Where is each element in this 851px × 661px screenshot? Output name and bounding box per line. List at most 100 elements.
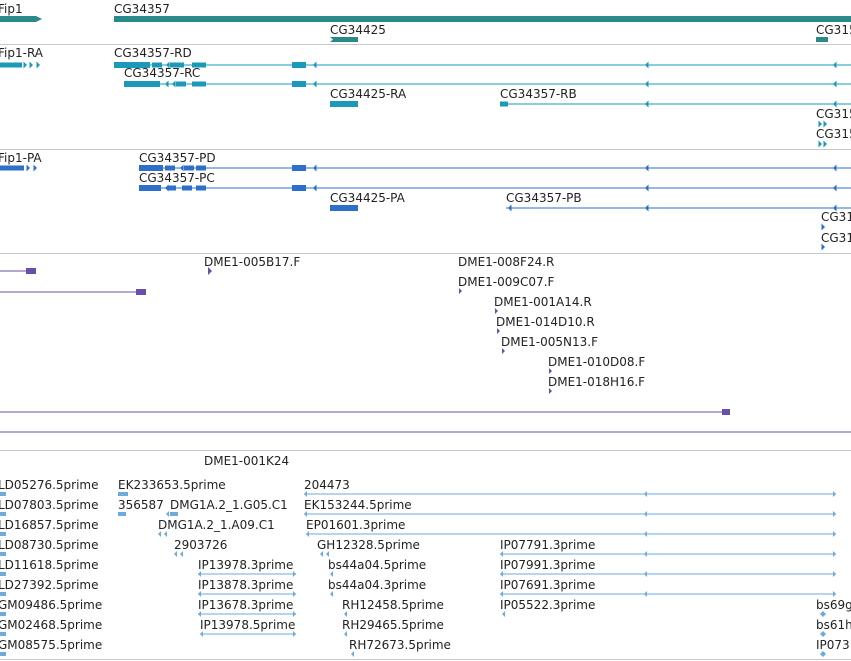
direction-arrow[interactable] — [198, 611, 201, 617]
est-label[interactable]: IP13978.3prime — [198, 558, 294, 572]
exon-block[interactable] — [124, 81, 160, 87]
direction-arrow[interactable] — [818, 140, 823, 148]
direction-arrow[interactable] — [502, 611, 505, 617]
est-block[interactable] — [0, 532, 6, 536]
est-label[interactable]: GH12328.5prime — [317, 538, 420, 552]
direction-arrow[interactable] — [833, 61, 837, 69]
direction-arrow[interactable] — [29, 61, 34, 69]
est-label[interactable]: GM02468.5prime — [0, 618, 103, 632]
est-label[interactable]: RH72673.5prime — [349, 638, 451, 652]
exon-block[interactable] — [0, 62, 22, 68]
est-label[interactable]: bs61h — [816, 618, 851, 632]
direction-arrow[interactable] — [644, 491, 647, 497]
direction-arrow[interactable] — [823, 651, 826, 657]
clone-label[interactable]: DME1-018H16.F — [548, 375, 646, 389]
direction-arrow[interactable] — [198, 591, 201, 597]
direction-arrow[interactable] — [823, 120, 828, 128]
direction-arrow[interactable] — [833, 80, 837, 88]
direction-arrow[interactable] — [198, 571, 201, 577]
direction-arrow[interactable] — [645, 184, 649, 192]
direction-arrow[interactable] — [293, 611, 296, 617]
exon-block[interactable] — [139, 185, 161, 191]
direction-arrow[interactable] — [833, 164, 837, 172]
direction-arrow[interactable] — [495, 308, 498, 314]
direction-arrow[interactable] — [502, 348, 505, 354]
direction-arrow[interactable] — [644, 591, 647, 597]
direction-arrow[interactable] — [26, 164, 31, 172]
direction-arrow[interactable] — [304, 511, 307, 517]
direction-arrow[interactable] — [165, 184, 169, 192]
est-label[interactable]: IP07991.3prime — [500, 558, 596, 572]
direction-arrow[interactable] — [549, 368, 552, 374]
exon-block[interactable] — [196, 185, 206, 191]
transcript-label[interactable]: CG315 — [816, 107, 851, 121]
direction-arrow[interactable] — [23, 61, 28, 69]
est-block[interactable] — [0, 592, 6, 596]
direction-arrow[interactable] — [304, 491, 307, 497]
exon-block[interactable] — [139, 165, 163, 171]
exon-block[interactable] — [292, 81, 306, 87]
exon-block[interactable] — [192, 81, 206, 87]
est-label[interactable]: EP01601.3prime — [306, 518, 406, 532]
est-block[interactable] — [118, 512, 126, 516]
direction-arrow[interactable] — [313, 61, 317, 69]
direction-arrow[interactable] — [351, 651, 354, 657]
exon-block[interactable] — [196, 165, 206, 171]
est-label[interactable]: LD07803.5prime — [0, 498, 99, 512]
est-block[interactable] — [170, 512, 178, 516]
est-label[interactable]: IP073 — [816, 638, 850, 652]
clone-label[interactable]: DME1-001A14.R — [494, 295, 592, 309]
est-label[interactable]: bs69g — [816, 598, 851, 612]
direction-arrow[interactable] — [497, 328, 500, 334]
clone-end[interactable] — [26, 268, 36, 274]
est-label[interactable]: 204473 — [304, 478, 350, 492]
transcript-label[interactable]: CG34357-RC — [124, 66, 201, 80]
est-block[interactable] — [0, 652, 6, 656]
direction-arrow[interactable] — [326, 551, 329, 557]
direction-arrow[interactable] — [165, 80, 169, 88]
clone-label[interactable]: DME1-009C07.F — [458, 275, 555, 289]
est-label[interactable]: IP13678.3prime — [198, 598, 294, 612]
exon-block[interactable] — [0, 165, 24, 171]
direction-arrow[interactable] — [833, 184, 837, 192]
direction-arrow[interactable] — [313, 184, 317, 192]
protein-label[interactable]: CG34357-PC — [139, 171, 215, 185]
est-label[interactable]: GM08575.5prime — [0, 638, 103, 652]
cds-block[interactable] — [330, 205, 358, 211]
protein-label[interactable]: CG34425-PA — [330, 191, 405, 205]
direction-arrow[interactable] — [330, 571, 333, 577]
direction-arrow[interactable] — [833, 571, 836, 577]
est-label[interactable]: DMG1A.2_1.G05.C1 — [170, 498, 288, 512]
clone-end[interactable] — [136, 289, 146, 295]
exon-block[interactable] — [168, 185, 176, 191]
protein-label[interactable]: CG34357-PB — [506, 191, 582, 205]
direction-arrow[interactable] — [645, 164, 649, 172]
exon-block[interactable] — [170, 62, 184, 68]
direction-arrow[interactable] — [508, 204, 512, 212]
direction-arrow[interactable] — [820, 651, 823, 657]
direction-arrow[interactable] — [320, 551, 323, 557]
protein-label[interactable]: Fip1-PA — [0, 151, 42, 165]
direction-arrow[interactable] — [645, 204, 649, 212]
est-label[interactable]: LD16857.5prime — [0, 518, 99, 532]
direction-arrow[interactable] — [500, 571, 503, 577]
direction-arrow[interactable] — [306, 531, 309, 537]
est-label[interactable]: RH29465.5prime — [342, 618, 444, 632]
direction-arrow[interactable] — [818, 120, 823, 128]
direction-arrow[interactable] — [174, 551, 177, 557]
est-label[interactable]: bs44a04.5prime — [328, 558, 427, 572]
est-label[interactable]: EK153244.5prime — [304, 498, 412, 512]
est-label[interactable]: EK233653.5prime — [118, 478, 226, 492]
est-label[interactable]: 2903726 — [174, 538, 228, 552]
exon-block[interactable] — [500, 101, 508, 107]
direction-arrow[interactable] — [820, 631, 823, 637]
gene-label[interactable]: CG34425 — [330, 23, 386, 37]
est-label[interactable]: IP05522.3prime — [500, 598, 596, 612]
exon-block[interactable] — [292, 185, 306, 191]
transcript-label[interactable]: CG34357-RD — [114, 46, 192, 60]
est-block[interactable] — [0, 492, 6, 496]
direction-arrow[interactable] — [644, 571, 647, 577]
direction-arrow[interactable] — [344, 611, 347, 617]
est-label[interactable]: 356587 — [118, 498, 164, 512]
direction-arrow[interactable] — [823, 631, 826, 637]
